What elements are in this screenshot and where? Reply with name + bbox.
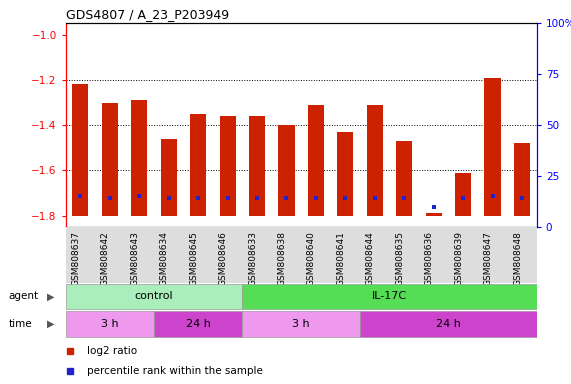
Point: [429, 204, 439, 210]
Bar: [66, 284, 242, 309]
Text: 3 h: 3 h: [292, 319, 310, 329]
Text: GSM808644: GSM808644: [366, 232, 375, 286]
Text: control: control: [135, 291, 174, 301]
Bar: [66, 227, 537, 283]
Text: GSM808646: GSM808646: [219, 232, 228, 286]
Point: [223, 195, 232, 202]
Bar: [102, 103, 118, 216]
Text: ▶: ▶: [47, 291, 55, 301]
Text: GDS4807 / A_23_P203949: GDS4807 / A_23_P203949: [66, 8, 229, 21]
Point: [135, 194, 144, 200]
Point: [311, 195, 320, 202]
Bar: [514, 143, 530, 216]
Text: GSM808639: GSM808639: [454, 232, 463, 286]
Text: 3 h: 3 h: [101, 319, 119, 329]
Point: [194, 195, 203, 202]
Bar: [337, 132, 353, 216]
Point: [517, 195, 526, 202]
Bar: [367, 105, 383, 216]
Text: percentile rank within the sample: percentile rank within the sample: [87, 366, 263, 376]
Point: [105, 195, 114, 202]
Text: GSM808641: GSM808641: [336, 232, 345, 286]
Bar: [242, 284, 537, 309]
Bar: [360, 311, 537, 337]
Point: [341, 195, 350, 202]
Text: GSM808640: GSM808640: [307, 232, 316, 286]
Text: log2 ratio: log2 ratio: [87, 346, 137, 356]
Text: GSM808638: GSM808638: [278, 232, 287, 286]
Text: GSM808637: GSM808637: [71, 232, 81, 286]
Point: [282, 195, 291, 202]
Text: ▶: ▶: [47, 319, 55, 329]
Bar: [242, 311, 360, 337]
Bar: [279, 125, 295, 216]
Point: [164, 195, 173, 202]
Text: GSM808645: GSM808645: [189, 232, 198, 286]
Bar: [131, 100, 147, 216]
Point: [459, 195, 468, 202]
Bar: [160, 139, 177, 216]
Text: GSM808633: GSM808633: [248, 232, 257, 286]
Point: [400, 195, 409, 202]
Bar: [73, 84, 89, 216]
Bar: [308, 105, 324, 216]
Point: [76, 194, 85, 200]
Bar: [396, 141, 412, 216]
Text: GSM808634: GSM808634: [160, 232, 168, 286]
Bar: [249, 116, 265, 216]
Bar: [190, 114, 206, 216]
Point: [488, 194, 497, 200]
Text: GSM808636: GSM808636: [425, 232, 434, 286]
Text: GSM808647: GSM808647: [484, 232, 493, 286]
Text: GSM808648: GSM808648: [513, 232, 522, 286]
Bar: [425, 214, 442, 216]
Point: [370, 195, 379, 202]
Text: time: time: [9, 319, 32, 329]
Point: [252, 195, 262, 202]
Text: 24 h: 24 h: [186, 319, 211, 329]
Text: GSM808635: GSM808635: [395, 232, 404, 286]
Bar: [484, 78, 501, 216]
Text: GSM808643: GSM808643: [130, 232, 139, 286]
Text: agent: agent: [9, 291, 39, 301]
Text: IL-17C: IL-17C: [372, 291, 407, 301]
Text: GSM808642: GSM808642: [101, 232, 110, 286]
Bar: [455, 173, 471, 216]
Bar: [219, 116, 236, 216]
Bar: [154, 311, 242, 337]
Text: 24 h: 24 h: [436, 319, 461, 329]
Bar: [66, 311, 154, 337]
